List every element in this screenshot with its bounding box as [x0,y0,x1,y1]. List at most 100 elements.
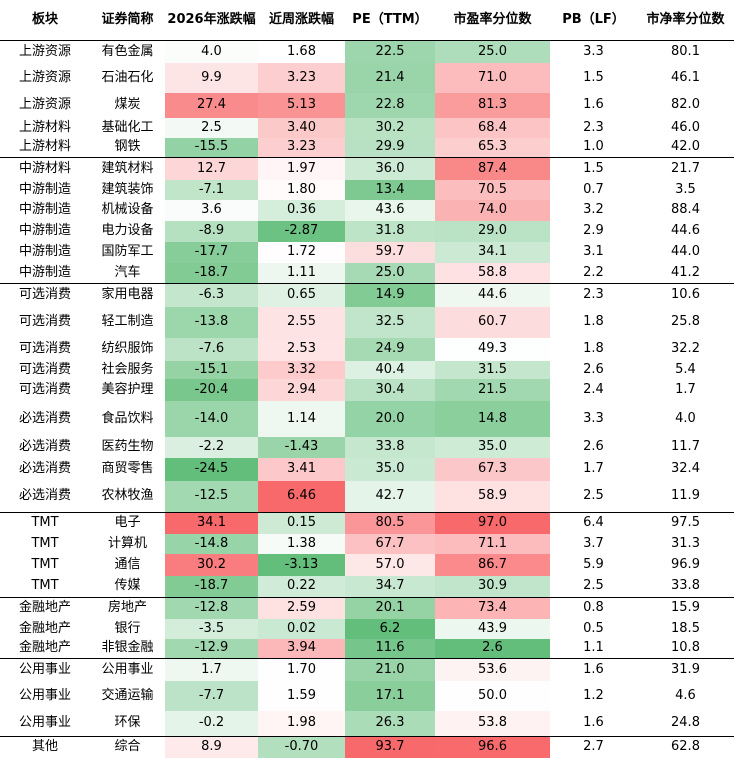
table-row: TMT 传媒 -18.7 0.22 34.7 30.9 2.5 33.8 [0,575,734,598]
label-cell: 石油石化 [101,69,154,85]
value-cell: 33.8 [637,575,734,598]
table-row: 上游资源 煤炭 27.4 5.13 22.8 81.3 1.6 82.0 [0,92,734,118]
value-cell: 3.3 [583,410,604,426]
value-cell: -12.5 [165,480,258,513]
label-cell: 银行 [114,620,141,636]
value-cell: -7.1 [165,179,258,200]
table-row: 上游资源 石油石化 9.9 3.23 21.4 71.0 1.5 46.1 [0,62,734,93]
value-cell: 40.4 [345,360,435,379]
value-cell: 22.5 [345,40,435,63]
value-cell: 35.0 [345,457,435,481]
table-row: 中游制造 建筑装饰 -7.1 1.80 13.4 70.5 0.7 3.5 [0,179,734,200]
label-cell: 可选消费 [18,287,71,303]
value-cell: 0.8 [583,600,604,616]
label-cell: 综合 [114,739,141,755]
value-cell: 1.80 [258,179,345,200]
header-cell: 市盈率分位数 [435,0,550,41]
label-cell: 家用电器 [101,287,154,303]
value-cell: -0.70 [258,736,345,758]
value-cell: 2.53 [258,337,345,361]
value-cell: 8.9 [165,736,258,758]
table-row: TMT 电子 34.1 0.15 80.5 97.0 6.4 97.5 [0,512,734,534]
value-cell: 12.7 [165,157,258,180]
value-cell: -17.7 [165,241,258,263]
value-cell: 87.4 [435,157,550,180]
value-cell: 3.7 [583,535,604,551]
value-cell: 44.6 [671,223,700,238]
value-cell: 2.6 [435,638,550,659]
value-cell: 24.8 [637,710,734,737]
value-cell: 3.6 [165,199,258,221]
value-cell: 1.59 [258,680,345,711]
label-cell: 食品饮料 [101,410,154,426]
value-cell: 27.4 [165,92,258,118]
value-cell: -12.8 [165,597,258,619]
label-cell: 机械设备 [101,202,154,217]
value-cell: 2.7 [583,739,604,755]
label-cell: 金融地产 [0,638,90,659]
table-row: 金融地产 房地产 -12.8 2.59 20.1 73.4 0.8 15.9 [0,597,734,619]
label-cell: 上游资源 [18,97,71,112]
label-cell: 钢铁 [90,137,165,158]
value-cell: 21.4 [345,62,435,93]
value-cell: 2.59 [258,597,345,619]
table-row: 公用事业 环保 -0.2 1.98 26.3 53.8 1.6 24.8 [0,710,734,737]
table-row: 可选消费 社会服务 -15.1 3.32 40.4 31.5 2.6 5.4 [0,360,734,379]
table-row: 中游材料 建筑材料 12.7 1.97 36.0 87.4 1.5 21.7 [0,157,734,180]
value-cell: 2.9 [583,223,604,238]
value-cell: 49.3 [435,337,550,361]
label-cell: 有色金属 [101,43,154,59]
table-row: 可选消费 纺织服饰 -7.6 2.53 24.9 49.3 1.8 32.2 [0,337,734,361]
table-row: 可选消费 轻工制造 -13.8 2.55 32.5 60.7 1.8 25.8 [0,306,734,338]
value-cell: 32.4 [671,461,700,476]
table-row: 中游制造 汽车 -18.7 1.11 25.0 58.8 2.2 41.2 [0,262,734,284]
value-cell: 2.5 [550,575,637,598]
value-cell: 0.15 [258,512,345,534]
label-cell: 电子 [114,515,141,531]
value-cell: 59.7 [345,241,435,263]
value-cell: 34.1 [165,512,258,534]
value-cell: 1.1 [550,638,637,659]
label-cell: 社会服务 [101,361,154,377]
value-cell: 2.6 [583,439,604,454]
label-cell: 建筑装饰 [101,181,154,197]
value-cell: -14.8 [165,533,258,554]
label-cell: 可选消费 [18,341,71,356]
value-cell: 60.7 [435,306,550,338]
value-cell: 0.7 [583,181,604,197]
label-cell: 必选消费 [18,439,71,454]
value-cell: -20.4 [165,378,258,401]
label-cell: 医药生物 [101,439,154,454]
value-cell: 10.6 [671,287,700,303]
value-cell: 50.0 [435,680,550,711]
value-cell: 4.0 [675,410,696,426]
header-cell: 证券简称 [90,0,165,41]
table-row: 必选消费 农林牧渔 -12.5 6.46 42.7 58.9 2.5 11.9 [0,480,734,513]
value-cell: 9.9 [165,62,258,93]
value-cell: -15.5 [165,137,258,158]
value-cell: -1.43 [258,436,345,458]
value-cell: 5.13 [258,92,345,118]
value-cell: -0.2 [165,710,258,737]
label-cell: 金融地产 [18,600,71,616]
value-cell: 11.6 [345,638,435,659]
table-row: 中游制造 电力设备 -8.9 -2.87 31.8 29.0 2.9 44.6 [0,220,734,242]
label-cell: 中游制造 [18,223,71,238]
value-cell: 18.5 [671,620,700,636]
value-cell: 62.8 [671,739,700,755]
value-cell: 30.2 [165,553,258,576]
value-cell: 53.6 [435,658,550,681]
value-cell: 21.5 [435,378,550,401]
value-cell: 6.46 [258,480,345,513]
value-cell: 1.72 [258,241,345,263]
label-cell: 必选消费 [18,410,71,426]
value-cell: 67.3 [435,457,550,481]
label-cell: 上游资源 [18,43,71,59]
value-cell: 1.68 [258,40,345,63]
value-cell: 29.0 [435,220,550,242]
value-cell: 14.9 [345,283,435,307]
value-cell: 31.9 [671,661,700,677]
value-cell: 1.0 [550,137,637,158]
value-cell: 25.8 [671,314,700,329]
